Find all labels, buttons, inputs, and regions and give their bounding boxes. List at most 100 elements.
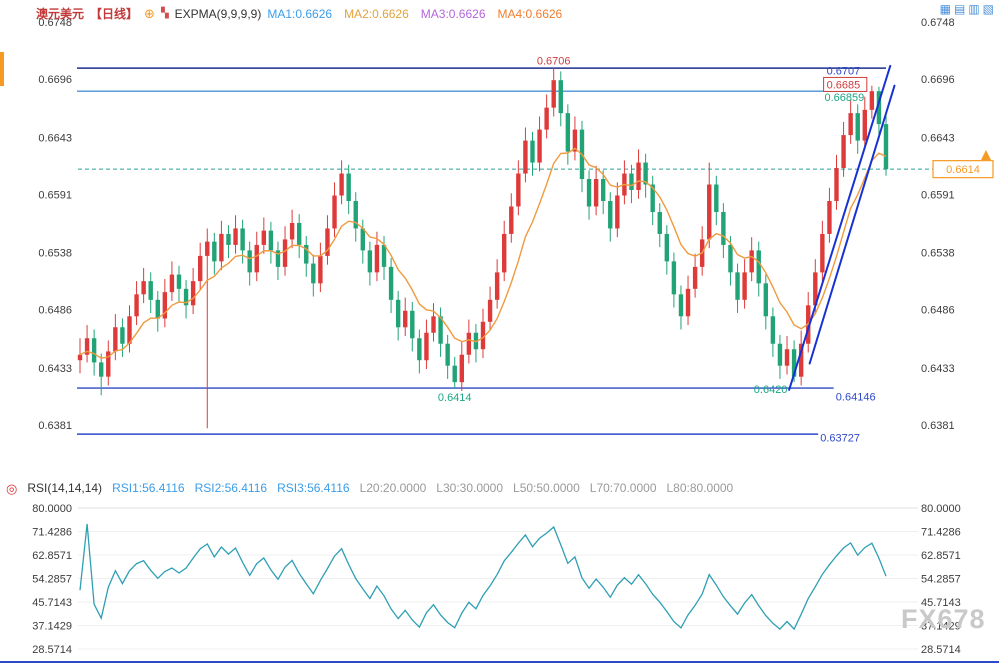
axis-label-right: 0.6591 — [921, 189, 955, 201]
chart-layout-toolbar: ▦ ▤ ▥ ▧ — [940, 3, 994, 15]
candle-body — [374, 244, 380, 273]
rsi-header: ◎ RSI(14,14,14) RSI1:56.4116 RSI2:56.4116 R… — [6, 481, 743, 495]
price-axis-labels: 0.6748 0.6748 0.6696 0.6696 0.6643 0.6643 0.65… — [38, 17, 954, 432]
candle-body — [798, 343, 804, 377]
candle-body — [403, 310, 408, 328]
candle-body — [742, 272, 747, 300]
candle-body — [318, 255, 323, 284]
candle-body — [155, 299, 160, 319]
rsi-label-left: 45.7143 — [32, 597, 72, 609]
candle-body — [466, 332, 472, 355]
candle-body — [395, 299, 401, 328]
candle-body — [190, 281, 196, 306]
candle-body — [714, 184, 719, 212]
rsi-label-left: 71.4286 — [32, 526, 72, 538]
candle-body — [572, 129, 578, 152]
candle-body — [728, 244, 733, 273]
candle-body — [183, 288, 189, 306]
layout-split-icon[interactable]: ▤ — [953, 2, 966, 16]
rsi-label-left: 62.8571 — [32, 550, 72, 562]
candle-body — [99, 362, 104, 377]
candle-body — [537, 129, 542, 163]
rsi-param: L20:20.0000 — [359, 481, 427, 495]
candle-body — [869, 91, 875, 110]
latest-price-arrow-icon — [981, 150, 991, 160]
price-annotations: 0.67060.64140.64200.641460.637270.67070.… — [438, 55, 876, 444]
candle-body — [820, 233, 825, 273]
axis-label-right: 0.6486 — [921, 305, 955, 317]
candle-body — [530, 140, 535, 163]
rsi-label-right: 80.0000 — [921, 503, 961, 515]
candle-body — [113, 327, 118, 352]
axis-label-left: 0.6538 — [38, 248, 72, 260]
candle-body — [565, 113, 571, 152]
rsi-label-right: 45.7143 — [921, 597, 961, 609]
axis-label-right: 0.6381 — [921, 420, 955, 432]
candle-body — [304, 244, 309, 264]
candle-body — [862, 109, 867, 141]
candle-body — [459, 354, 464, 383]
candle-body — [593, 179, 599, 207]
candle-body — [106, 351, 111, 377]
candle-body — [134, 294, 139, 317]
candle-body — [777, 343, 783, 366]
candle-body — [296, 222, 302, 245]
rsi-param: L30:30.0000 — [436, 481, 504, 495]
candle-body — [657, 211, 662, 234]
candle-body — [268, 230, 274, 251]
chart-header: 澳元美元 【日线】 ⊕ ▚ EXPMA(9,9,9,9) MA1:0.6626 M… — [36, 5, 574, 22]
candle-body — [494, 272, 500, 300]
candle-body — [643, 162, 648, 185]
candle-body — [162, 292, 168, 319]
axis-label-right: 0.6696 — [921, 74, 955, 86]
indicator-target-icon[interactable]: ◎ — [6, 480, 18, 496]
rsi-label-right: 62.8571 — [921, 550, 961, 562]
kline-icon: ▚ — [160, 7, 169, 19]
price-annotation: 0.6685 — [827, 79, 861, 91]
candle-body — [176, 274, 182, 289]
candle-body — [424, 332, 429, 361]
candle-body — [261, 230, 267, 245]
candle-body — [678, 294, 684, 317]
candle-body — [233, 228, 238, 245]
rsi-label-left: 54.2857 — [32, 574, 72, 586]
candle-body — [311, 263, 316, 284]
layout-grid-icon[interactable]: ▧ — [982, 2, 994, 16]
layout-single-icon[interactable]: ▦ — [939, 2, 951, 16]
candle-body — [707, 184, 712, 240]
bottom-border — [0, 661, 999, 663]
candle-body — [664, 233, 670, 262]
candle-body — [516, 173, 521, 207]
candle-body — [685, 288, 691, 317]
current-price-marker: 0.6614 — [932, 160, 994, 179]
price-annotation: 0.6414 — [438, 392, 472, 404]
rsi-param: RSI2:56.4116 — [194, 481, 268, 495]
period-label: 【日线】 — [90, 7, 139, 21]
indicator-name[interactable]: EXPMA(9,9,9,9) — [174, 6, 262, 21]
candle-body — [353, 200, 358, 229]
annotation-box — [823, 76, 868, 92]
add-indicator-icon[interactable]: ⊕ — [144, 6, 155, 21]
rsi-label-left: 80.0000 — [32, 503, 72, 515]
rsi-param: RSI1:56.4116 — [112, 481, 185, 495]
price-annotation: 0.6420 — [754, 384, 788, 396]
candle-body — [784, 349, 790, 366]
candle-body — [346, 173, 351, 201]
candle-body — [480, 321, 486, 350]
price-annotation: 0.66859 — [824, 92, 864, 104]
candle-body — [855, 113, 860, 141]
candle-body — [219, 233, 224, 262]
candle-body — [226, 233, 231, 245]
axis-label-left: 0.6433 — [38, 363, 72, 375]
candle-body — [650, 184, 655, 212]
candle-body — [332, 195, 337, 229]
candle-body — [841, 135, 846, 169]
candle-body — [544, 107, 549, 130]
layout-columns-icon[interactable]: ▥ — [968, 2, 980, 16]
candle-body — [417, 338, 422, 361]
price-marker-value: 0.6614 — [946, 164, 980, 176]
candle-body — [289, 222, 295, 240]
candle-body — [791, 349, 797, 377]
